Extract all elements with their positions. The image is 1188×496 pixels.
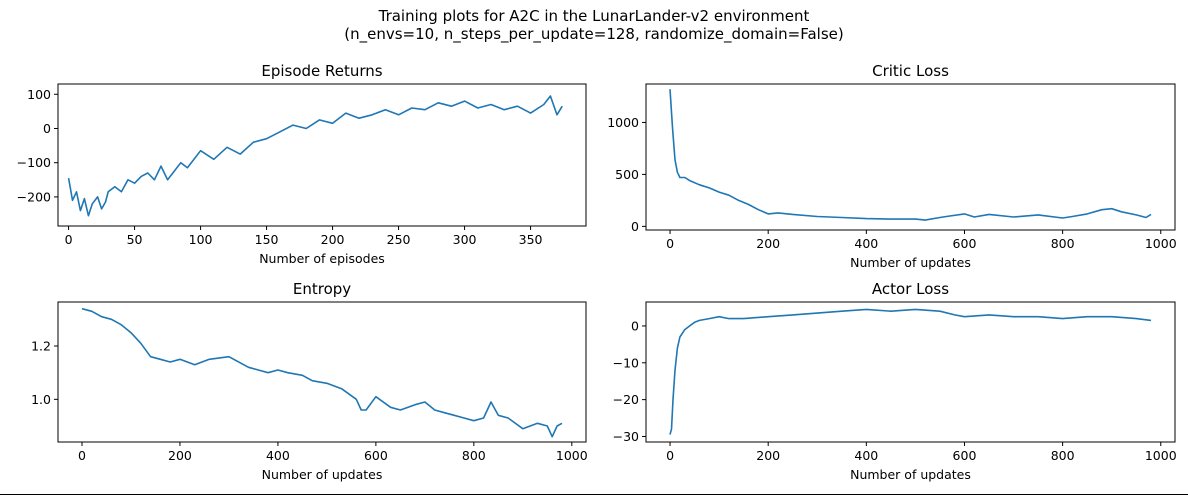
critic-loss-x-axis-label: Number of updates — [850, 255, 971, 270]
critic-loss-title: Critic Loss — [872, 62, 949, 80]
episode-returns-y-tick-label: −200 — [17, 189, 51, 204]
episode-returns-series-line — [67, 95, 563, 217]
critic-loss-y-tick-label: 500 — [615, 167, 639, 182]
episode-returns-x-tick-label: 100 — [189, 232, 213, 247]
episode-returns-y-tick-label: 0 — [43, 121, 51, 136]
entropy-y-tick-label: 1.2 — [31, 339, 51, 354]
entropy-x-tick-label: 0 — [78, 448, 86, 463]
actor-loss-y-tick-label: −10 — [613, 355, 639, 370]
critic-loss-x-tick-label: 0 — [666, 236, 674, 251]
episode-returns-axes-frame — [57, 83, 587, 227]
entropy-x-tick-label: 400 — [266, 448, 290, 463]
episode-returns-x-tick-label: 50 — [127, 232, 143, 247]
entropy-axes-frame — [57, 301, 587, 443]
actor-loss-axes-frame — [645, 301, 1176, 443]
critic-loss-y-tick-label: 0 — [631, 219, 639, 234]
critic-loss-x-tick-label: 600 — [953, 236, 977, 251]
critic-loss-x-tick-label: 400 — [854, 236, 878, 251]
actor-loss-x-tick-label: 200 — [756, 448, 780, 463]
actor-loss-x-tick-label: 1000 — [1145, 448, 1177, 463]
entropy-series-line — [81, 307, 563, 438]
entropy-x-axis-label: Number of updates — [262, 467, 383, 482]
episode-returns-x-tick-label: 0 — [65, 232, 73, 247]
critic-loss-x-tick-label: 800 — [1051, 236, 1075, 251]
actor-loss-chart: 0 200 400 600 800 1000 −30 −20 −10 0 Actor Loss Num… — [613, 280, 1177, 482]
actor-loss-x-tick-label: 400 — [854, 448, 878, 463]
critic-loss-chart: 0 200 400 600 800 1000 0 500 1000 Critic Loss Numb… — [607, 62, 1177, 270]
episode-returns-x-tick-label: 350 — [519, 232, 543, 247]
critic-loss-series-line — [669, 89, 1152, 221]
episode-returns-title: Episode Returns — [261, 62, 382, 80]
entropy-title: Entropy — [293, 280, 351, 298]
episode-returns-x-tick-label: 250 — [387, 232, 411, 247]
actor-loss-y-tick-label: 0 — [631, 318, 639, 333]
entropy-x-tick-label: 800 — [462, 448, 486, 463]
actor-loss-x-tick-label: 600 — [953, 448, 977, 463]
critic-loss-x-tick-label: 200 — [756, 236, 780, 251]
actor-loss-series-line — [669, 308, 1152, 435]
actor-loss-x-tick-label: 800 — [1051, 448, 1075, 463]
episode-returns-x-tick-label: 300 — [453, 232, 477, 247]
critic-loss-y-tick-label: 1000 — [607, 115, 639, 130]
critic-loss-x-tick-label: 1000 — [1145, 236, 1177, 251]
actor-loss-x-axis-label: Number of updates — [850, 467, 971, 482]
actor-loss-title: Actor Loss — [872, 280, 949, 298]
bottom-border — [0, 494, 1188, 495]
episode-returns-chart: 0 50 100 150 200 250 300 350 −200 −100 0 100 Episode… — [17, 62, 587, 266]
entropy-x-tick-label: 1000 — [556, 448, 588, 463]
episode-returns-y-tick-label: −100 — [17, 155, 51, 170]
episode-returns-x-axis-label: Number of episodes — [259, 251, 385, 266]
entropy-y-tick-label: 1.0 — [31, 392, 51, 407]
suptitle-line-2: (n_envs=10, n_steps_per_update=128, rand… — [344, 25, 844, 43]
suptitle-line-1: Training plots for A2C in the LunarLande… — [378, 7, 810, 25]
entropy-chart: 0 200 400 600 800 1000 1.0 1.2 Entropy Number of … — [31, 280, 588, 482]
critic-loss-axes-frame — [645, 83, 1176, 231]
actor-loss-y-tick-label: −30 — [613, 429, 639, 444]
actor-loss-y-tick-label: −20 — [613, 392, 639, 407]
entropy-x-tick-label: 600 — [364, 448, 388, 463]
actor-loss-x-tick-label: 0 — [666, 448, 674, 463]
episode-returns-y-tick-label: 100 — [27, 87, 51, 102]
episode-returns-x-tick-label: 200 — [321, 232, 345, 247]
entropy-x-tick-label: 200 — [168, 448, 192, 463]
episode-returns-x-tick-label: 150 — [255, 232, 279, 247]
